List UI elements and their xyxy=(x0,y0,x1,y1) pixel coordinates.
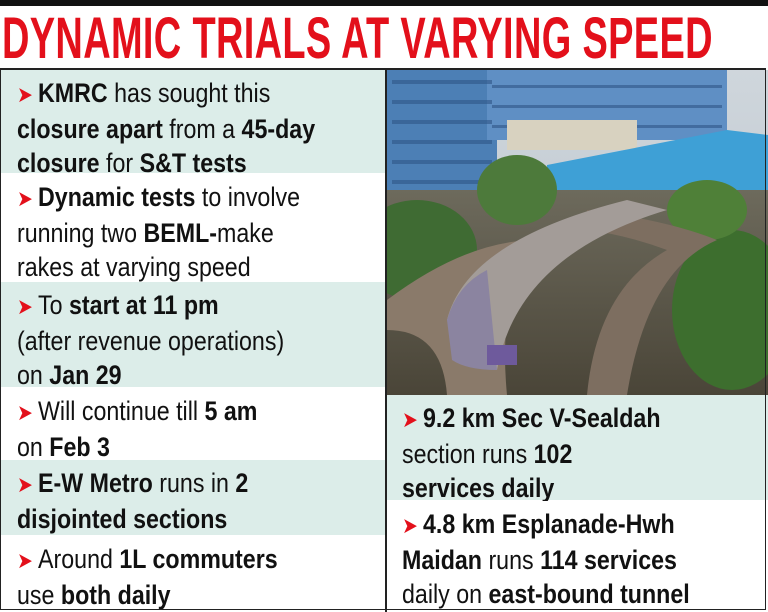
bullet-line: services daily xyxy=(402,471,661,505)
text: daily on xyxy=(402,579,489,609)
bold-text: 102 xyxy=(533,439,573,469)
bullet-text: ➤ Will continue till 5 am on Feb 3 xyxy=(17,394,257,464)
bullet-line: (after revenue operations) xyxy=(17,324,284,358)
bullet-line: ➤ Dynamic tests to involve xyxy=(17,180,300,216)
bullet-line: closure apart from a 45-day xyxy=(17,112,315,146)
bold-text: 9.2 km Sec V-Sealdah xyxy=(423,403,661,433)
bullet-line: ➤ KMRC has sought this xyxy=(17,76,315,112)
bullet-line: section runs 102 xyxy=(402,437,661,471)
bullet-text: ➤ 4.8 km Esplanade-Hwh Maidan runs 114 ser… xyxy=(402,507,690,611)
text: To xyxy=(38,290,70,320)
bullet-item: ➤ Around 1L commuters use both daily xyxy=(0,536,385,612)
bold-text: both daily xyxy=(60,580,171,610)
bold-text: 5 am xyxy=(204,396,258,426)
bold-text: 1L commuters xyxy=(119,544,278,574)
text: to involve xyxy=(195,182,301,212)
bullet-line: ➤ E-W Metro runs in 2 xyxy=(17,466,248,502)
bullet-line: Maidan runs 114 services xyxy=(402,543,690,577)
metro-viaduct-photo xyxy=(387,70,768,395)
bullet-line: ➤ Around 1L commuters xyxy=(17,542,278,578)
bold-text: 2 xyxy=(235,468,249,498)
headline: DYNAMIC TRIALS AT VARYING SPEED xyxy=(2,10,768,68)
top-rule xyxy=(0,0,768,6)
bullet-line: running two BEML-make xyxy=(17,216,300,250)
red-arrow-icon: ➤ xyxy=(402,407,418,432)
bullet-text: ➤ KMRC has sought this closure apart from … xyxy=(17,76,315,180)
bullet-item: ➤ To start at 11 pm (after revenue operati… xyxy=(0,282,385,390)
bullet-text: ➤ E-W Metro runs in 2 disjointed sections xyxy=(17,466,248,536)
bullet-line: rakes at varying speed xyxy=(17,250,300,284)
bold-text: 45-day xyxy=(241,114,316,144)
bold-text: BEML- xyxy=(143,218,218,248)
bullet-item: ➤ KMRC has sought this closure apart from … xyxy=(0,70,385,178)
text: rakes at varying speed xyxy=(17,252,251,282)
bullet-item: ➤ Dynamic tests to involve running two BEM… xyxy=(0,174,385,282)
bullet-item: ➤ Will continue till 5 am on Feb 3 xyxy=(0,388,385,462)
text: has sought this xyxy=(107,78,271,108)
text: on xyxy=(17,432,50,462)
bullet-line: closure for S&T tests xyxy=(17,146,315,180)
red-arrow-icon: ➤ xyxy=(17,82,33,107)
bold-text: closure xyxy=(17,148,100,178)
bold-text: E-W Metro xyxy=(38,468,153,498)
bold-text: start at 11 pm xyxy=(69,290,219,320)
bold-text: 4.8 km Esplanade-Hwh xyxy=(423,509,675,539)
text: Will continue till xyxy=(38,396,205,426)
bullet-item: ➤ 9.2 km Sec V-Sealdah section runs 102 ser… xyxy=(385,395,768,503)
bullet-line: daily on east-bound tunnel xyxy=(402,577,690,611)
bold-text: S&T tests xyxy=(139,148,247,178)
red-arrow-icon: ➤ xyxy=(17,548,33,573)
bullet-line: disjointed sections xyxy=(17,502,248,536)
text: runs xyxy=(481,545,541,575)
column-divider xyxy=(385,68,387,612)
text: from a xyxy=(162,114,242,144)
bullet-line: ➤ 4.8 km Esplanade-Hwh xyxy=(402,507,690,543)
bold-text: Feb 3 xyxy=(49,432,110,462)
text: for xyxy=(99,148,140,178)
bold-text: 114 services xyxy=(540,545,677,575)
bold-text: disjointed sections xyxy=(17,504,228,534)
text: (after revenue operations) xyxy=(17,326,285,356)
bold-text: Maidan xyxy=(402,545,482,575)
content-frame xyxy=(0,68,766,610)
text: runs in xyxy=(152,468,236,498)
red-arrow-icon: ➤ xyxy=(17,186,33,211)
bold-text: services daily xyxy=(402,473,555,503)
text: running two xyxy=(17,218,144,248)
bold-text: closure apart xyxy=(17,114,163,144)
text: on xyxy=(17,360,50,390)
text: section runs xyxy=(402,439,534,469)
red-arrow-icon: ➤ xyxy=(17,294,33,319)
text: use xyxy=(17,580,61,610)
text: Around xyxy=(38,544,120,574)
bullet-text: ➤ To start at 11 pm (after revenue operati… xyxy=(17,288,284,392)
bullet-line: ➤ Will continue till 5 am xyxy=(17,394,257,430)
bullet-text: ➤ Dynamic tests to involve running two BEM… xyxy=(17,180,300,284)
text: make xyxy=(217,218,274,248)
bullet-item: ➤ E-W Metro runs in 2 disjointed sections xyxy=(0,460,385,536)
bold-text: KMRC xyxy=(38,78,108,108)
red-arrow-icon: ➤ xyxy=(17,400,33,425)
bold-text: east-bound tunnel xyxy=(488,579,690,609)
bullet-line: on Feb 3 xyxy=(17,430,257,464)
bullet-text: ➤ 9.2 km Sec V-Sealdah section runs 102 ser… xyxy=(402,401,661,505)
bullet-line: ➤ To start at 11 pm xyxy=(17,288,284,324)
red-arrow-icon: ➤ xyxy=(17,472,33,497)
bullet-text: ➤ Around 1L commuters use both daily xyxy=(17,542,278,612)
headline-text: DYNAMIC TRIALS AT VARYING SPEED xyxy=(2,6,713,71)
bold-text: Dynamic tests xyxy=(38,182,196,212)
bullet-line: ➤ 9.2 km Sec V-Sealdah xyxy=(402,401,661,437)
red-arrow-icon: ➤ xyxy=(402,513,418,538)
bullet-line: on Jan 29 xyxy=(17,358,284,392)
bullet-line: use both daily xyxy=(17,578,278,612)
bold-text: Jan 29 xyxy=(49,360,122,390)
